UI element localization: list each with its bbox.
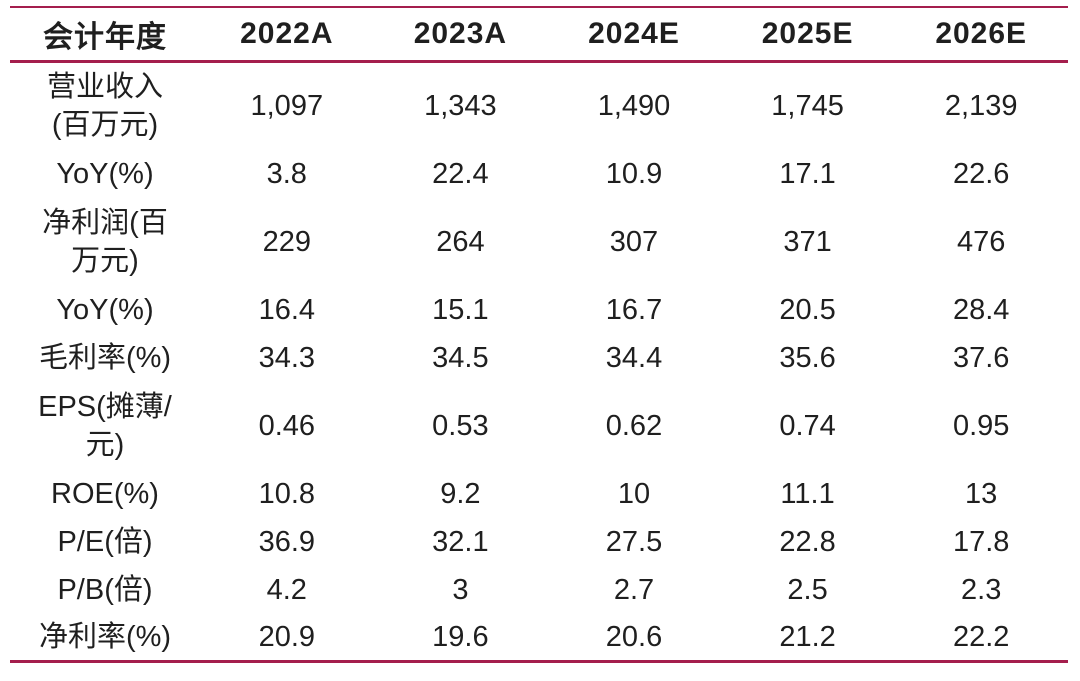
- row-label: P/B(倍): [57, 573, 153, 606]
- table-cell: 22.2: [952, 620, 1010, 653]
- table-row: P/B(倍) 4.2 3 2.7 2.5 2.3: [10, 566, 1068, 614]
- table-cell: 476: [956, 225, 1006, 258]
- row-label: YoY(%): [56, 293, 154, 326]
- table-row: P/E(倍) 36.9 32.1 27.5 22.8 17.8: [10, 518, 1068, 566]
- table-cell: 9.2: [440, 477, 481, 510]
- table-cell: 0.74: [779, 409, 836, 442]
- table-cell: 3: [452, 573, 469, 606]
- table-cell: 2,139: [944, 90, 1018, 123]
- table-cell: 1,490: [597, 90, 671, 123]
- table-cell: 16.7: [605, 293, 663, 326]
- table-cell: 34.3: [258, 341, 316, 374]
- header-col-2024e: 2024E: [547, 7, 721, 63]
- table-cell: 17.1: [779, 157, 836, 190]
- header-fiscal-year: 会计年度: [10, 7, 200, 63]
- table-header: 会计年度 2022A 2023A 2024E 2025E 2026E: [10, 7, 1068, 63]
- table-cell: 2.3: [961, 573, 1002, 606]
- table-row: 毛利率(%) 34.3 34.5 34.4 35.6 37.6: [10, 334, 1068, 382]
- table-cell: 3.8: [266, 157, 307, 190]
- table-cell: 264: [436, 225, 485, 258]
- table-cell: 17.8: [952, 525, 1010, 558]
- table-cell: 4.2: [266, 573, 307, 606]
- table-cell: 1,343: [424, 90, 497, 123]
- row-label: 净利率(%): [38, 620, 172, 653]
- header-col-2026e: 2026E: [894, 7, 1068, 63]
- table-cell: 35.6: [779, 341, 836, 374]
- row-label: YoY(%): [56, 157, 154, 190]
- row-label: 毛利率(%): [38, 341, 172, 374]
- financial-forecast-table-container: 会计年度 2022A 2023A 2024E 2025E 2026E 营业收入 …: [10, 6, 1068, 663]
- table-cell: 20.6: [605, 620, 663, 653]
- table-row: YoY(%) 3.8 22.4 10.9 17.1 22.6: [10, 150, 1068, 198]
- table-cell: 19.6: [432, 620, 489, 653]
- table-cell: 10.9: [605, 157, 663, 190]
- table-body: 营业收入 (百万元) 1,097 1,343 1,490 1,745 2,139…: [10, 62, 1068, 662]
- table-cell: 10.8: [258, 477, 316, 510]
- table-cell: 229: [262, 225, 311, 258]
- table-cell: 20.9: [258, 620, 316, 653]
- table-cell: 28.4: [952, 293, 1010, 326]
- table-cell: 2.7: [613, 573, 655, 606]
- table-cell: 0.62: [605, 409, 663, 442]
- table-cell: 1,745: [771, 90, 844, 123]
- table-cell: 16.4: [258, 293, 316, 326]
- header-col-2023a: 2023A: [373, 7, 548, 63]
- table-cell: 0.46: [258, 409, 316, 442]
- header-row: 会计年度 2022A 2023A 2024E 2025E 2026E: [10, 7, 1068, 63]
- financial-forecast-table: 会计年度 2022A 2023A 2024E 2025E 2026E 营业收入 …: [10, 6, 1068, 663]
- table-cell: 15.1: [432, 293, 489, 326]
- table-cell: 22.4: [432, 157, 489, 190]
- table-cell: 36.9: [258, 525, 316, 558]
- table-cell: 371: [783, 225, 832, 258]
- row-label: 营业收入 (百万元): [46, 71, 163, 142]
- header-col-2025e: 2025E: [720, 7, 895, 63]
- table-cell: 0.95: [952, 409, 1010, 442]
- table-cell: 34.5: [432, 341, 489, 374]
- table-cell: 32.1: [432, 525, 489, 558]
- row-label: EPS(摊薄/ 元): [38, 390, 172, 461]
- table-row: 营业收入 (百万元) 1,097 1,343 1,490 1,745 2,139: [10, 62, 1068, 150]
- table-cell: 1,097: [250, 90, 324, 123]
- table-cell: 22.8: [779, 525, 836, 558]
- table-cell: 13: [965, 477, 998, 510]
- table-cell: 307: [609, 225, 659, 258]
- table-cell: 20.5: [779, 293, 836, 326]
- row-label: ROE(%): [51, 477, 159, 510]
- table-cell: 10: [617, 477, 651, 510]
- table-cell: 27.5: [605, 525, 663, 558]
- table-cell: 2.5: [787, 573, 828, 606]
- table-row: YoY(%) 16.4 15.1 16.7 20.5 28.4: [10, 286, 1068, 334]
- row-label: P/E(倍): [57, 525, 153, 558]
- table-cell: 22.6: [952, 157, 1010, 190]
- table-cell: 11.1: [780, 477, 835, 510]
- table-row: 净利润(百 万元) 229 264 307 371 476: [10, 198, 1068, 286]
- table-cell: 0.53: [432, 409, 489, 442]
- table-row: 净利率(%) 20.9 19.6 20.6 21.2 22.2: [10, 614, 1068, 662]
- header-col-2022a: 2022A: [200, 7, 374, 63]
- row-label: 净利润(百 万元): [42, 206, 168, 277]
- table-cell: 21.2: [779, 620, 836, 653]
- table-row: ROE(%) 10.8 9.2 10 11.1 13: [10, 470, 1068, 518]
- table-cell: 34.4: [605, 341, 663, 374]
- table-row: EPS(摊薄/ 元) 0.46 0.53 0.62 0.74 0.95: [10, 382, 1068, 470]
- table-cell: 37.6: [952, 341, 1010, 374]
